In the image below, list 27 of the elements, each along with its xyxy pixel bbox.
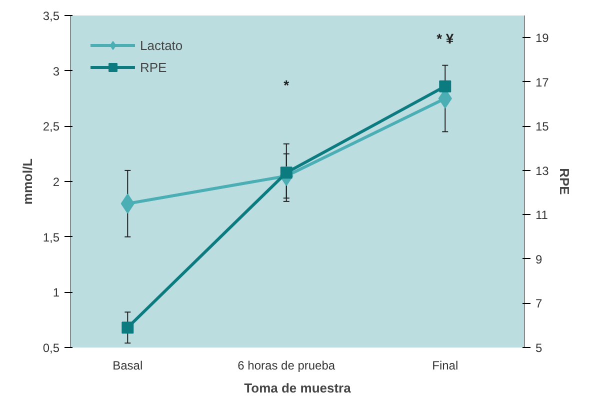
y-tick-label: 3,5 bbox=[42, 9, 60, 23]
y2-tick-label: 7 bbox=[536, 296, 542, 311]
y-tick-label: 0,5 bbox=[42, 341, 60, 355]
x-tick-label: Basal bbox=[112, 358, 143, 372]
point bbox=[439, 80, 452, 92]
y-axis-title: mmol/L bbox=[20, 158, 35, 205]
y2-tick-label: 11 bbox=[536, 208, 548, 222]
y2-tick-label: 15 bbox=[536, 120, 550, 134]
x-axis-title: Toma de muestra bbox=[244, 380, 352, 396]
annotation: * ¥ bbox=[436, 30, 454, 47]
y2-tick-label: 19 bbox=[536, 31, 550, 46]
y-tick-label: 3 bbox=[52, 64, 60, 78]
legend-label: Lactato bbox=[140, 38, 183, 52]
y-tick-label: 2 bbox=[52, 175, 60, 189]
y-tick-label: 1 bbox=[52, 286, 60, 300]
y2-tick-label: 9 bbox=[536, 252, 542, 266]
x-tick-label: 6 horas de prueba bbox=[238, 358, 336, 372]
x-tick-label: Final bbox=[432, 358, 458, 372]
y2-tick-label: 5 bbox=[536, 341, 542, 355]
y2-tick-label: 13 bbox=[536, 164, 550, 178]
annotation: * bbox=[284, 77, 290, 94]
point bbox=[122, 322, 134, 334]
legend-label: RPE bbox=[140, 60, 167, 74]
y-tick-label: 2,5 bbox=[42, 120, 60, 134]
y-tick-label: 1,5 bbox=[42, 230, 60, 244]
y2-axis-title: RPE bbox=[556, 168, 572, 196]
y2-tick-label: 17 bbox=[536, 75, 550, 90]
